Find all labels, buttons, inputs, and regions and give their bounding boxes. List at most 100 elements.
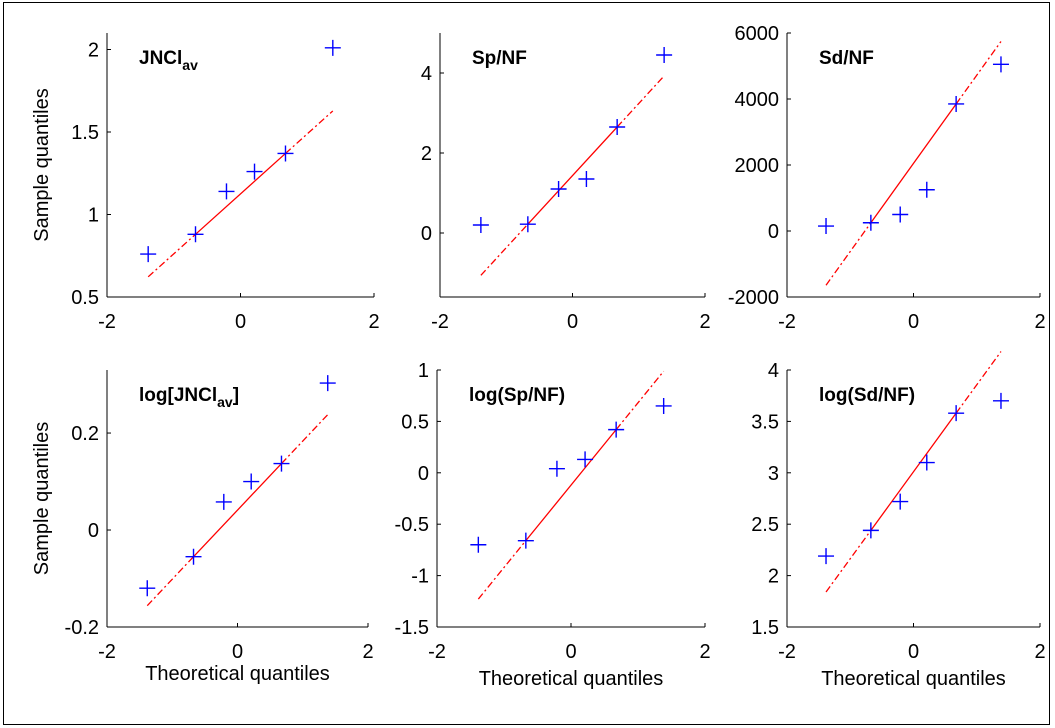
y-tick-label: 0.5 xyxy=(71,287,99,309)
fit-line-extension-lower xyxy=(147,233,196,278)
fit-line-iqr xyxy=(195,152,286,235)
fit-line-extension-upper xyxy=(955,351,1002,414)
chart-panel-4: -0.2 0 0.2 -2 0 2 log[JNClav] Sample quantiles T… xyxy=(31,370,374,685)
fit-line-extension-upper xyxy=(281,414,329,465)
data-point xyxy=(918,181,935,198)
panel-title: JNClav xyxy=(139,48,198,73)
y-axis-label: Sample quantiles xyxy=(31,88,53,241)
data-point xyxy=(608,421,625,438)
chart-panel-3: -2000 0 2000 4000 6000 -2 0 2 Sd/NF xyxy=(728,23,1046,333)
y-tick-label: -1.5 xyxy=(395,617,429,639)
data-point xyxy=(548,460,565,477)
x-axis-label: Theoretical quantiles xyxy=(821,668,1006,690)
y-tick-label: 0 xyxy=(418,463,429,485)
y-tick-label: 0.5 xyxy=(401,411,429,433)
y-tick-label: -0.5 xyxy=(395,514,429,536)
y-tick-label: 2.5 xyxy=(751,514,779,536)
x-tick-label: -2 xyxy=(431,311,449,333)
fit-line-iqr xyxy=(870,103,957,224)
data-point xyxy=(992,392,1009,409)
data-point xyxy=(185,548,202,565)
data-point xyxy=(139,580,156,597)
fit-line-extension-upper xyxy=(955,41,1002,105)
y-tick-label: 0 xyxy=(421,223,432,245)
y-tick-label: 1.5 xyxy=(751,617,779,639)
fit-line-iqr xyxy=(193,463,282,558)
y-tick-label: 2 xyxy=(421,143,432,165)
panel-title: log[JNClav] xyxy=(139,385,239,410)
fit-line-extension-lower xyxy=(825,529,872,593)
x-tick-label: 2 xyxy=(1034,311,1045,333)
panel-title: log(Sd/NF) xyxy=(819,385,915,406)
data-point xyxy=(918,454,935,471)
data-point xyxy=(862,214,879,231)
x-tick-label: 0 xyxy=(567,311,578,333)
figure-frame xyxy=(3,2,1050,725)
chart-panel-5: -1.5 -1 -0.5 0 0.5 1 -2 0 2 log(Sp/NF) Theoretical… xyxy=(395,360,711,690)
fit-line-extension-lower xyxy=(825,222,872,286)
y-tick-label: 1 xyxy=(88,205,99,227)
data-point xyxy=(577,451,594,468)
x-tick-label: 2 xyxy=(1034,641,1045,663)
data-point xyxy=(324,39,341,56)
data-point xyxy=(519,216,536,233)
data-point xyxy=(656,47,673,63)
chart-panel-1: 0.5 1 1.5 2 -2 0 2 JNClav Sample quantiles xyxy=(31,33,380,333)
data-point xyxy=(273,455,290,472)
data-point xyxy=(472,217,489,233)
data-point xyxy=(892,206,909,223)
data-point xyxy=(609,119,626,135)
fit-line-extension-lower xyxy=(146,556,194,607)
x-tick-label: 0 xyxy=(565,641,576,663)
data-point xyxy=(470,536,487,553)
x-tick-label: 0 xyxy=(908,311,919,333)
y-tick-label: 4 xyxy=(768,360,779,382)
y-tick-label: -0.2 xyxy=(65,617,99,639)
y-tick-label: 3.5 xyxy=(751,411,779,433)
data-point xyxy=(948,95,965,112)
data-point xyxy=(992,56,1009,73)
y-tick-label: -2000 xyxy=(728,287,779,309)
data-point xyxy=(319,375,336,392)
chart-panel-6: 1.5 2 2.5 3 3.5 4 -2 0 2 log(Sd/NF) Theoretical qu… xyxy=(751,351,1046,690)
y-tick-label: 1 xyxy=(418,360,429,382)
x-axis-label: Theoretical quantiles xyxy=(145,663,330,685)
fit-line-extension-upper xyxy=(615,370,665,431)
y-tick-label: 2000 xyxy=(735,155,780,177)
x-tick-label: 2 xyxy=(699,311,710,333)
panel-title: log(Sp/NF) xyxy=(469,385,565,406)
x-tick-label: 2 xyxy=(368,311,379,333)
data-point xyxy=(246,163,263,180)
x-tick-label: 0 xyxy=(232,641,243,663)
y-tick-label: 2 xyxy=(88,40,99,62)
data-point xyxy=(215,493,232,510)
y-tick-label: 2 xyxy=(768,566,779,588)
data-point xyxy=(550,181,567,197)
fit-line-iqr xyxy=(870,412,957,531)
y-tick-label: 0 xyxy=(88,520,99,542)
x-tick-label: -2 xyxy=(778,311,796,333)
data-point xyxy=(818,548,835,565)
y-tick-label: 6000 xyxy=(735,23,780,45)
data-point xyxy=(948,405,965,422)
chart-panel-2: 0 2 4 -2 0 2 Sp/NF xyxy=(421,33,711,333)
y-tick-label: 0 xyxy=(768,221,779,243)
data-point xyxy=(218,183,235,200)
data-point xyxy=(862,522,879,539)
x-tick-label: 0 xyxy=(235,311,246,333)
x-axis-label: Theoretical quantiles xyxy=(479,668,664,690)
data-point xyxy=(517,532,534,549)
fit-line-iqr xyxy=(527,126,618,225)
data-point xyxy=(140,246,157,263)
data-point xyxy=(818,218,835,235)
data-point xyxy=(277,145,294,162)
panel-title: Sp/NF xyxy=(472,48,527,69)
fit-line-extension-upper xyxy=(616,75,665,128)
fit-line-extension-lower xyxy=(477,540,527,600)
x-tick-label: -2 xyxy=(98,641,116,663)
y-tick-label: 4 xyxy=(421,63,432,85)
x-tick-label: 2 xyxy=(699,641,710,663)
x-tick-label: -2 xyxy=(778,641,796,663)
y-tick-label: 3 xyxy=(768,463,779,485)
data-point xyxy=(578,171,595,187)
